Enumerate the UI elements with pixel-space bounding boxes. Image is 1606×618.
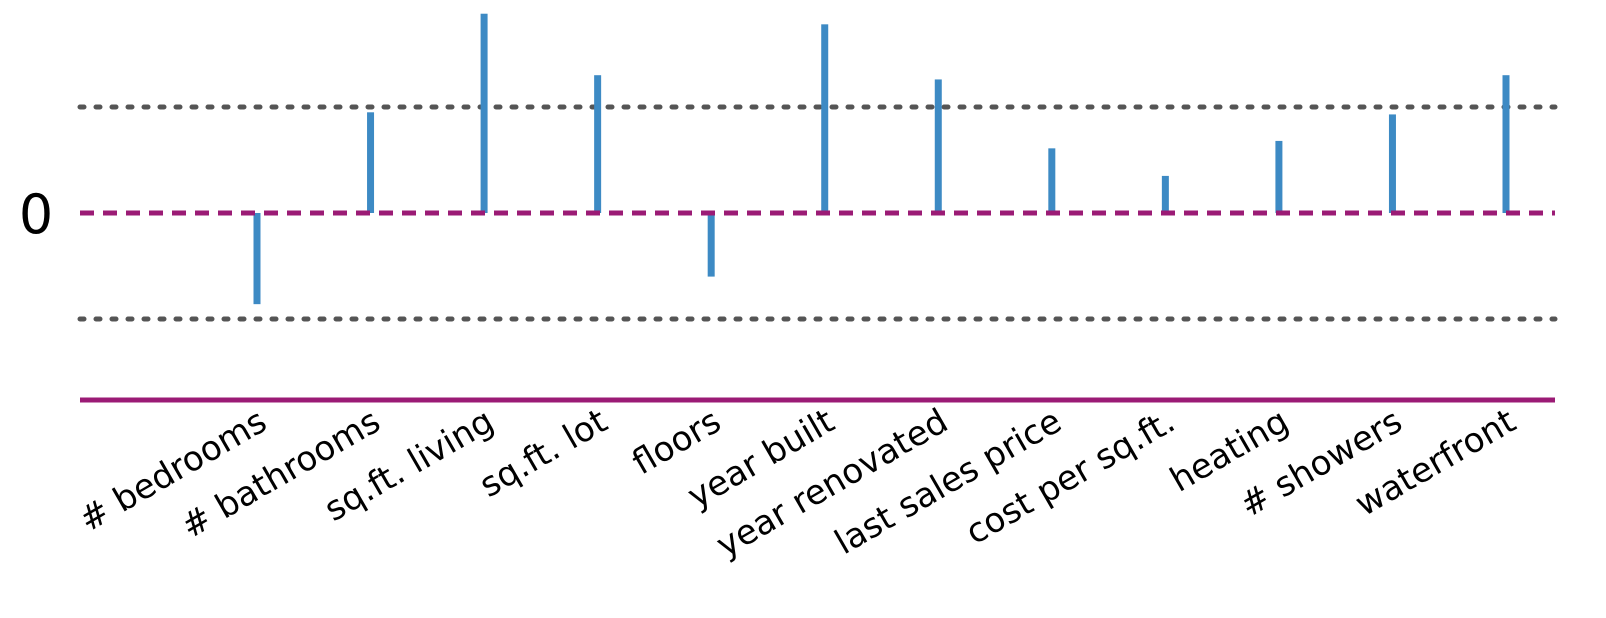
reference-lines: [77, 104, 1558, 322]
bar-3: [480, 13, 488, 213]
category-label-1: # bedrooms: [72, 401, 273, 540]
bar-9: [1161, 175, 1169, 213]
category-label-4: sq.ft. lot: [473, 401, 614, 506]
bar-4: [594, 75, 602, 213]
bar-5: [707, 213, 715, 277]
bar-6: [821, 24, 829, 213]
bar-2: [367, 112, 375, 213]
bars: [253, 13, 1510, 305]
bar-1: [253, 213, 261, 305]
bar-12: [1502, 75, 1510, 213]
bar-7: [934, 79, 942, 213]
zero-tick-label: 0: [19, 183, 53, 246]
bar-11: [1388, 114, 1396, 213]
bar-10: [1275, 140, 1283, 213]
bar-8: [1048, 148, 1056, 213]
